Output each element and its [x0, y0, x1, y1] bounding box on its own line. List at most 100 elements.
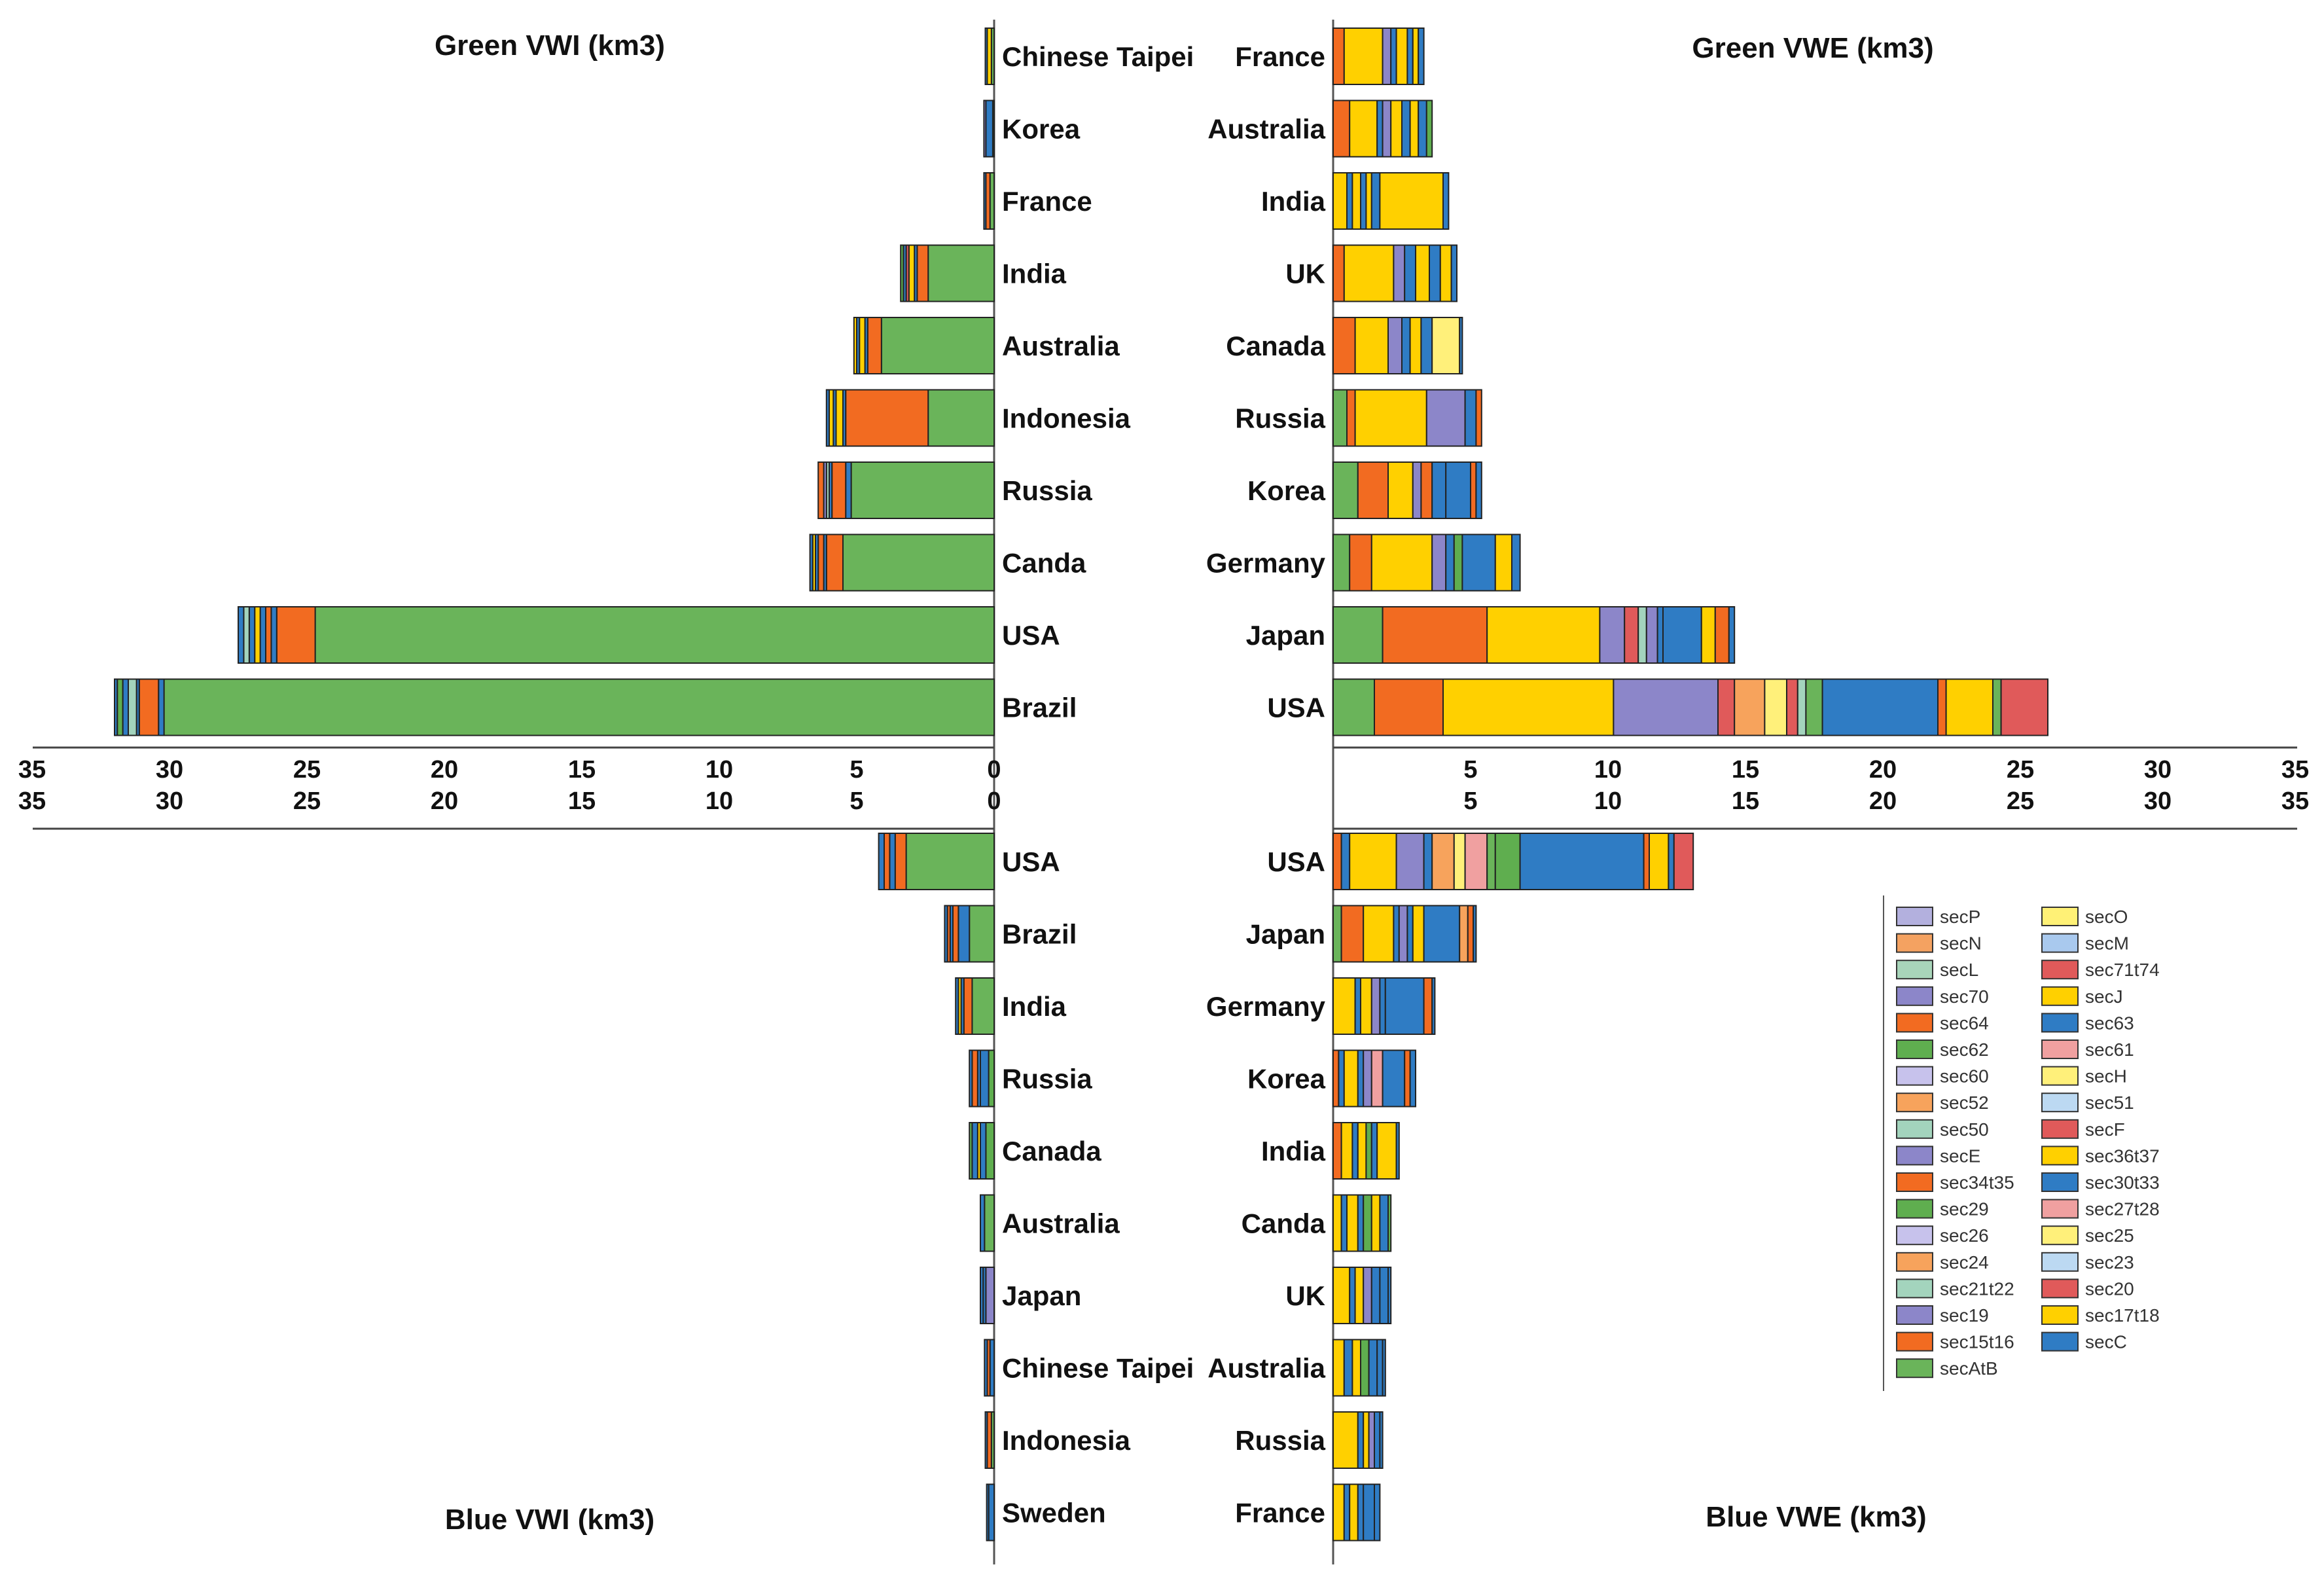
green-vwe-bar-segment [1346, 389, 1356, 447]
green-vwe-bar-segment [1700, 606, 1716, 664]
blue-vwe-category-label: Korea [1247, 1064, 1326, 1094]
green-vwe-bar-segment [1714, 606, 1730, 664]
blue-vwi-bar-segment [878, 833, 885, 890]
legend-swatch [2041, 1199, 2079, 1219]
green-vwe-bar-segment [1349, 99, 1378, 158]
green-vwe-bar-segment [1404, 244, 1416, 302]
blue-vwe-bar-segment [1423, 833, 1433, 890]
blue-vwe-bar-segment [1423, 977, 1433, 1035]
legend-label: sec30t33 [2085, 1172, 2160, 1193]
blue-vwe-bar-segment [1376, 1339, 1384, 1397]
green-vwe-bar-segment [1945, 678, 1994, 736]
legend-swatch [2041, 1092, 2079, 1113]
green-vwi-bar-segment [259, 606, 267, 664]
blue-vwe-bar-segment [1473, 905, 1477, 963]
blue-vwe-bar-segment [1431, 977, 1436, 1035]
green-vwe-bar-segment [1376, 99, 1384, 158]
blue-vwi-bar-segment [969, 1122, 973, 1180]
blue-vwe-bar-segment [1379, 1267, 1389, 1324]
right-tick-label: 10 [1594, 787, 1622, 815]
blue-vwe-bar-segment [1332, 1339, 1345, 1397]
green-vwi-bar-segment [825, 389, 831, 447]
blue-vwi-bar-segment [894, 833, 907, 890]
blue-vwi-category-label: Sweden [1002, 1498, 1106, 1528]
legend-label: sec21t22 [1940, 1278, 2014, 1299]
green-vwi-bar-segment [158, 678, 165, 736]
legend-label: sec26 [1940, 1225, 1989, 1246]
blue-vwe-bar-segment [1643, 833, 1651, 890]
green-vwe-bar-segment [1415, 244, 1430, 302]
green-vwi-bar-segment [276, 606, 316, 664]
blue-vwe-bar-segment [1363, 1411, 1370, 1469]
left-tick-label: 30 [156, 787, 183, 815]
blue-vwi-bar-segment [957, 905, 971, 963]
green-vwi-category-label: Canda [1002, 548, 1086, 579]
right-tick-label: 30 [2144, 787, 2172, 815]
blue-vwi-bar-segment [984, 1194, 995, 1252]
legend-label: sec17t18 [2085, 1305, 2160, 1326]
blue-vwe-bar-segment [1393, 905, 1400, 963]
green-vwi-bar-segment [845, 389, 929, 447]
legend-swatch [2041, 1039, 2079, 1059]
blue-vwe-bar-segment [1343, 1339, 1353, 1397]
green-vwe-bar-segment [1332, 678, 1375, 736]
category-labels: Chinese Taipei Korea France India Australia I… [1002, 41, 1326, 1528]
blue-vwe-category-label: France [1235, 1498, 1325, 1528]
green-vwe-bar-segment [1387, 317, 1403, 374]
green-vwi-bar-segment [128, 678, 137, 736]
blue-vwe-category-label: Russia [1235, 1425, 1325, 1456]
green-vwe-bar-segment [1805, 678, 1823, 736]
green-vwi-bar-segment [254, 606, 261, 664]
green-vwe-bar-segment [1486, 606, 1601, 664]
green-vwe-bar-segment [1409, 317, 1422, 374]
blue-vwe-category-label: Australia [1207, 1353, 1325, 1384]
blue-vwi-category-label: Canada [1002, 1136, 1101, 1166]
blue-vwe-bar-segment [1349, 1267, 1356, 1324]
legend-label: sec51 [2085, 1092, 2134, 1113]
blue-vwi-bar-segment [889, 833, 896, 890]
right-tick-label: 30 [2144, 756, 2172, 784]
legend-swatch [1896, 1092, 1933, 1113]
blue-vwe-bar-segment [1332, 1122, 1342, 1180]
left-tick-label: 10 [706, 787, 733, 815]
green-vwi-bar-segment [265, 606, 272, 664]
green-vwe-bar-segment [1379, 172, 1444, 230]
blue-vwe-bar-segment [1343, 1049, 1359, 1108]
green-vwe-bar-segment [1442, 678, 1615, 736]
blue-vwe-bar-segment [1409, 1049, 1417, 1108]
blue-vwe-bar-segment [1453, 833, 1466, 890]
green-vwe-bar-segment [1332, 172, 1348, 230]
green-vwe-bar-segment [1797, 678, 1807, 736]
bars [114, 27, 2049, 1542]
legend-label: sec23 [2085, 1252, 2134, 1273]
green-vwi-bar-segment [916, 244, 929, 302]
green-vwe-bar-segment [1354, 389, 1427, 447]
blue-vwe-bar-segment [1374, 1411, 1381, 1469]
legend-swatch [2041, 1331, 2079, 1352]
green-vwe-bar-segment [1461, 533, 1496, 592]
blue-vwi-title: Blue VWI (km3) [445, 1504, 654, 1536]
blue-vwe-bar-segment [1343, 1483, 1351, 1542]
green-vwi-category-label: Korea [1002, 114, 1081, 145]
green-vwe-bar-segment [1382, 606, 1488, 664]
right-tick-label: 35 [2281, 756, 2309, 784]
legend-swatch [1896, 1331, 1933, 1352]
green-vwi-bar-segment [835, 389, 844, 447]
legend-label: sec50 [1940, 1119, 1989, 1140]
legend-swatch [1896, 1172, 1933, 1192]
green-vwe-bar-segment [1431, 317, 1461, 374]
green-vwe-bar-segment [1425, 99, 1433, 158]
blue-vwi-bar-segment [986, 1483, 990, 1542]
green-vwe-category-label: Canada [1226, 331, 1325, 361]
left-tick-label: 0 [987, 787, 1001, 815]
green-vwe-bar-segment [1418, 99, 1427, 158]
blue-vwe-category-label: Japan [1246, 919, 1325, 950]
blue-vwe-bar-segment [1346, 1194, 1359, 1252]
green-vwe-bar-segment [1464, 389, 1477, 447]
blue-vwe-bar-segment [1387, 1194, 1392, 1252]
blue-vwi-bar-segment [980, 1194, 986, 1252]
green-vwe-bar-segment [1420, 317, 1433, 374]
blue-vwe-bar-segment [1357, 1483, 1365, 1542]
blue-vwi-category-label: Australia [1002, 1208, 1120, 1239]
legend-swatch [2041, 986, 2079, 1006]
